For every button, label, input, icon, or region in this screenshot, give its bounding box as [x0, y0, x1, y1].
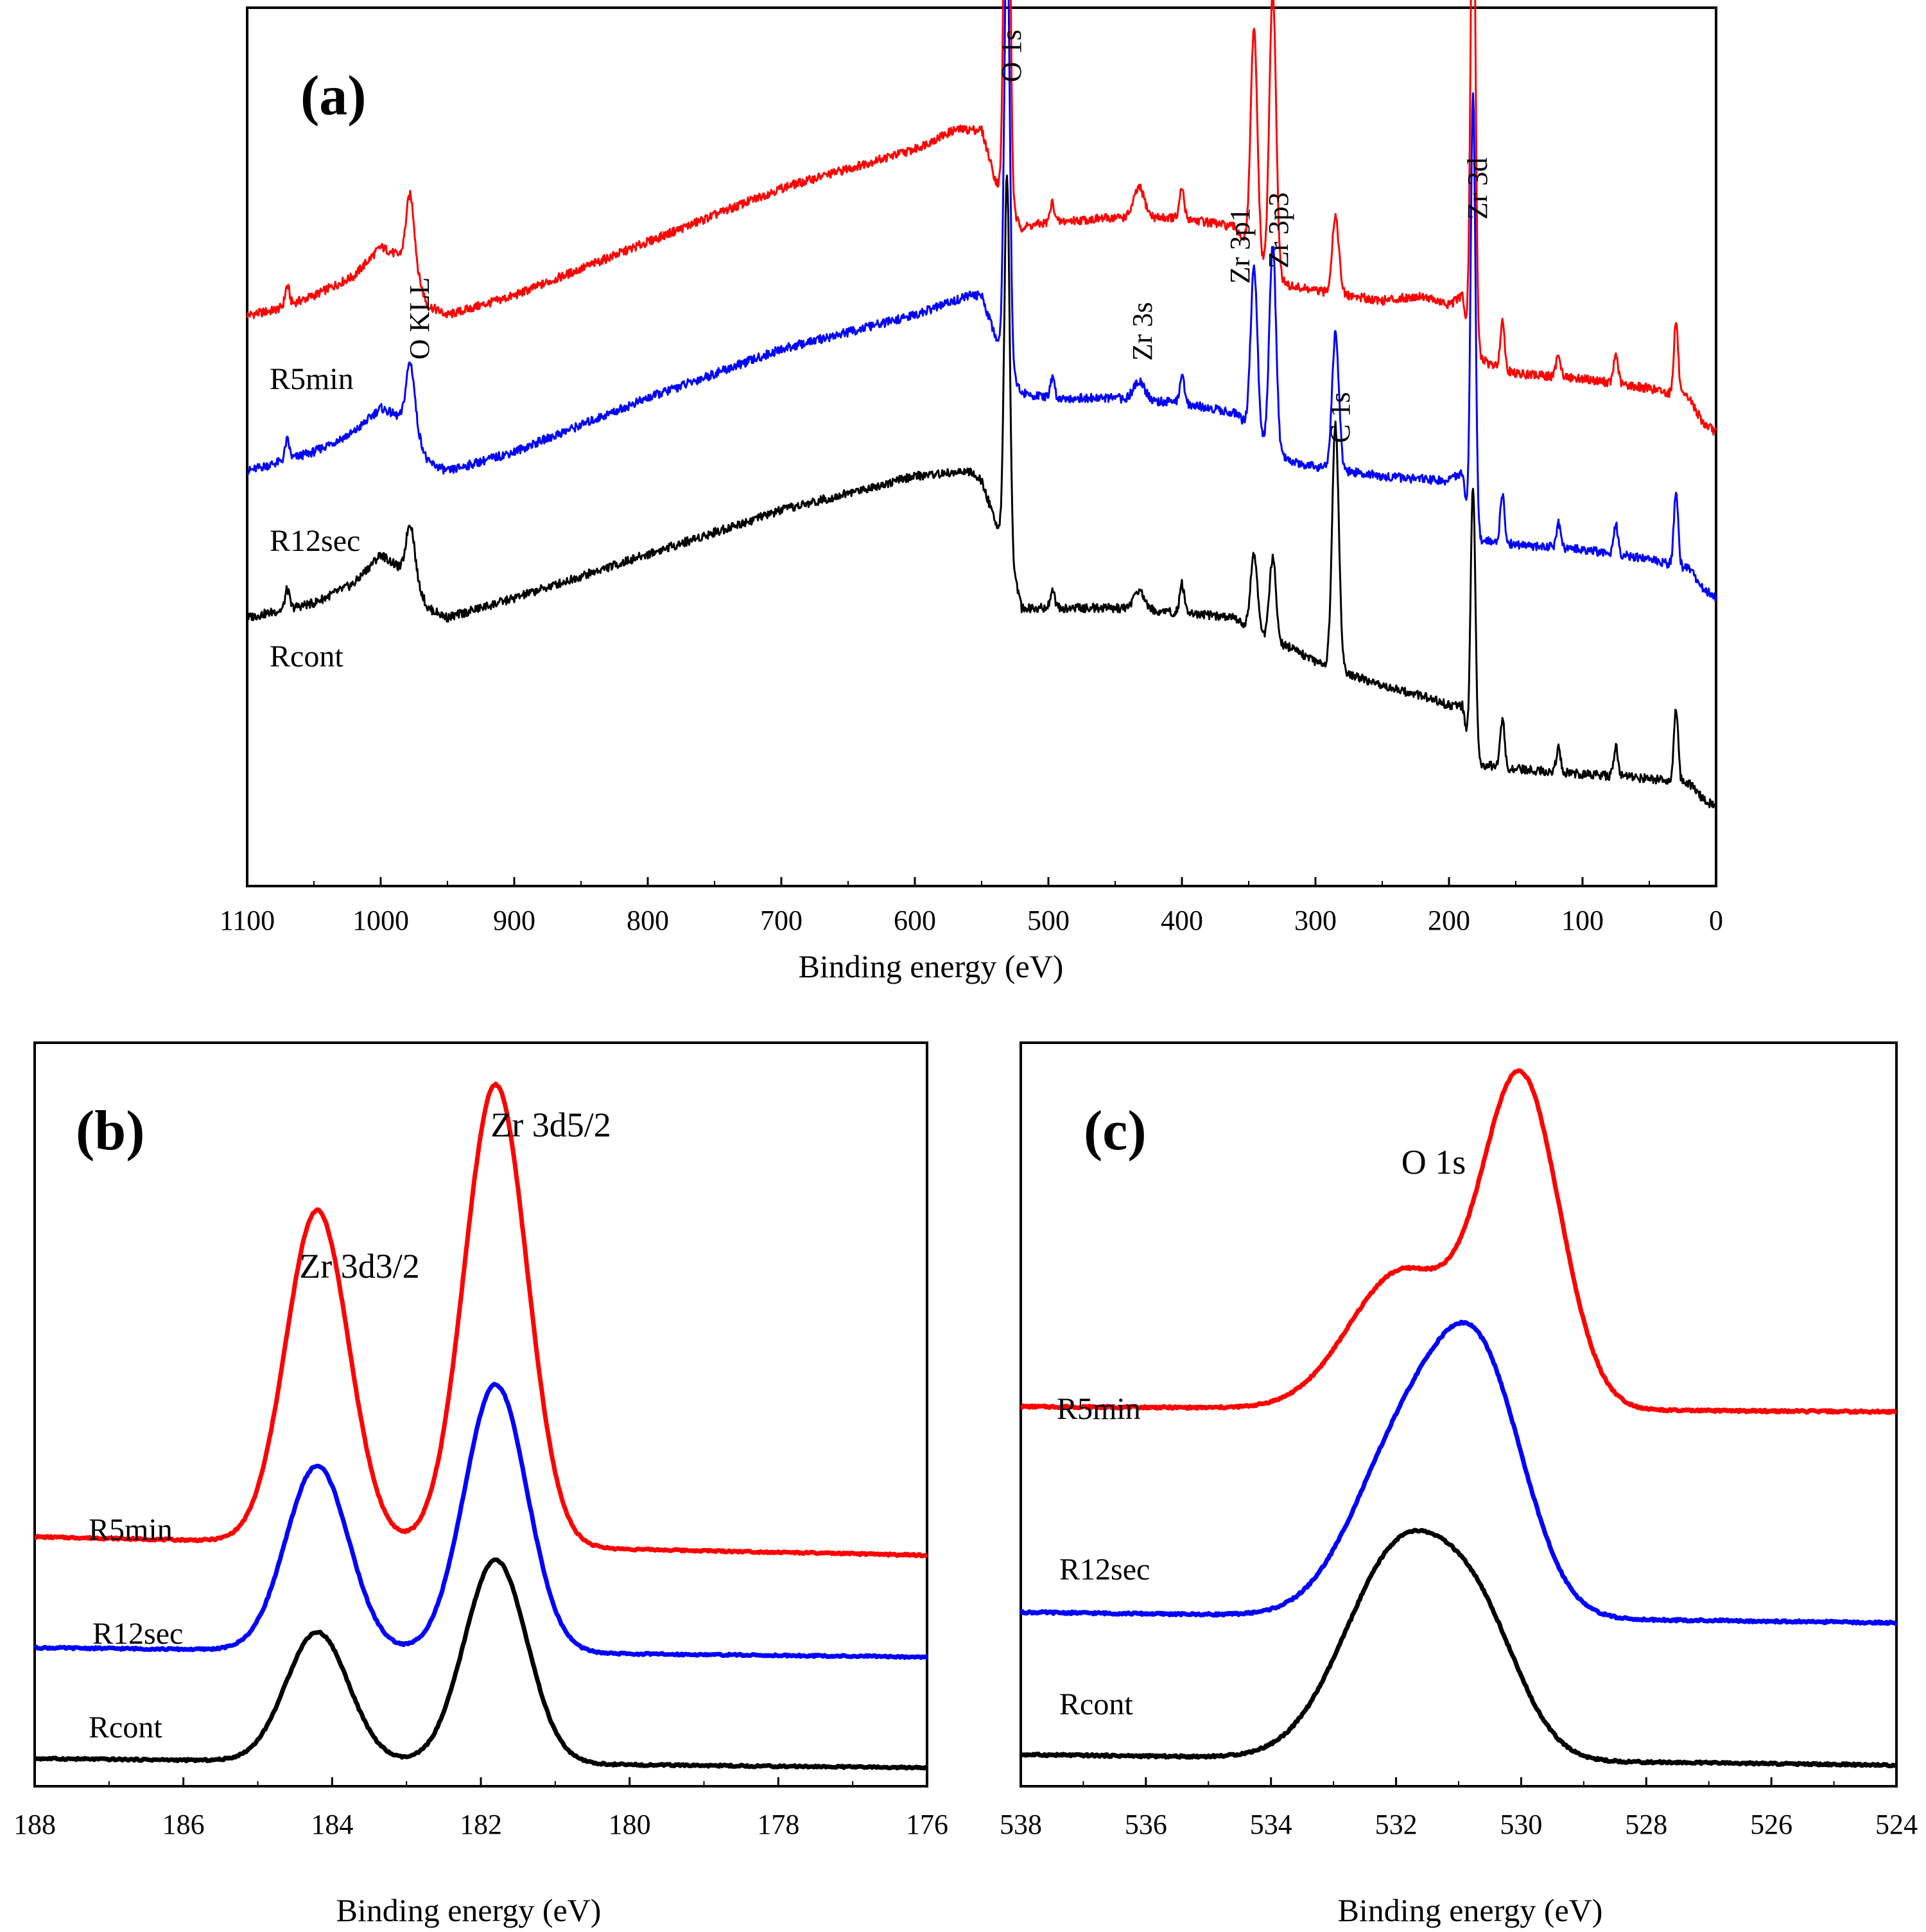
x-tick-label: 180 [609, 1809, 651, 1840]
panel-c-peak-label-o-1s: O 1s [1401, 1143, 1466, 1181]
series-line-r12sec [33, 1382, 928, 1660]
x-tick-label: 1100 [220, 905, 275, 936]
x-tick-label: 300 [1294, 905, 1337, 936]
x-tick-label: 800 [627, 905, 669, 936]
x-tick-label: 500 [1027, 905, 1070, 936]
panel-c-series-label-r12sec: R12sec [1059, 1553, 1150, 1587]
panel-c-x-ticks: 538 536 534 532 530 528 526 524 [1000, 1777, 1918, 1840]
x-tick-label: 100 [1561, 905, 1604, 936]
x-tick-label: 528 [1625, 1809, 1667, 1840]
panel-c-o-1s-spectrum: 538 536 534 532 530 528 526 524 (c) Binding ene… [1000, 1041, 1918, 1928]
x-tick-label: 526 [1750, 1809, 1792, 1840]
x-tick-label: 536 [1125, 1809, 1167, 1840]
panel-a-peak-label-zr-3p1: Zr 3p1 [1224, 207, 1256, 284]
panel-b-x-axis-label: Binding energy (eV) [336, 1892, 602, 1928]
x-tick-label: 532 [1375, 1809, 1418, 1840]
x-tick-label: 184 [311, 1809, 353, 1840]
panel-b-peak-label-zr-3d3-2: Zr 3d3/2 [299, 1247, 419, 1285]
x-tick-label: 176 [906, 1809, 948, 1840]
panel-c-x-axis-label: Binding energy (eV) [1338, 1892, 1603, 1928]
x-tick-label: 600 [894, 905, 936, 936]
panel-b-zr-3d-spectrum: 188 186 184 182 180 178 176 (b) Binding energy… [13, 1041, 948, 1928]
panel-a-series-label-r12sec: R12sec [270, 524, 360, 558]
panel-a-peak-label-c-1s: C 1s [1324, 392, 1356, 443]
panel-a-survey-spectrum: 1100 1000 900 800 700 600 500 400 300 200 100 0 (a)… [220, 0, 1723, 984]
panel-a-peak-label-zr-3d: Zr 3d [1462, 157, 1493, 220]
x-tick-label: 1000 [352, 905, 409, 936]
panel-b-peak-label-zr-3d5-2: Zr 3d5/2 [490, 1106, 611, 1144]
x-tick-label: 182 [460, 1809, 502, 1840]
panel-a-peak-label-zr-3s: Zr 3s [1127, 302, 1158, 361]
panel-b-series-lines [33, 1081, 928, 1771]
panel-b-x-ticks: 188 186 184 182 180 178 176 [13, 1777, 948, 1840]
series-line-r5min [1019, 1068, 1898, 1415]
panel-a-series-label-rcont: Rcont [270, 640, 343, 674]
series-line-r5min [33, 1081, 928, 1558]
x-tick-label: 0 [1709, 905, 1723, 936]
panel-a-plot-frame [246, 6, 1717, 887]
x-tick-label: 534 [1250, 1809, 1292, 1840]
x-tick-label: 178 [757, 1809, 799, 1840]
x-tick-label: 188 [13, 1809, 56, 1840]
panel-b-series-label-r5min: R5min [89, 1513, 173, 1547]
panel-a-peak-label-zr-3p3: Zr 3p3 [1263, 192, 1294, 268]
series-line-rcont [1019, 1527, 1898, 1768]
panel-c-series-label-rcont: Rcont [1059, 1687, 1133, 1721]
panel-a-peak-label-o-kll: O KLL [404, 277, 435, 360]
panel-a-series-lines [246, 0, 1717, 808]
x-tick-label: 200 [1428, 905, 1470, 936]
panel-c-series-lines [1019, 1068, 1898, 1768]
panel-b-series-label-r12sec: R12sec [92, 1617, 183, 1651]
series-line-r5min [246, 0, 1717, 436]
panel-a-label: (a) [300, 65, 367, 127]
panel-a-series-label-r5min: R5min [270, 362, 354, 396]
panel-c-label: (c) [1084, 1100, 1147, 1162]
x-tick-label: 400 [1161, 905, 1203, 936]
x-tick-label: 530 [1500, 1809, 1542, 1840]
panel-c-series-label-r5min: R5min [1057, 1392, 1141, 1426]
panel-a-x-ticks: 1100 1000 900 800 700 600 500 400 300 200 100 0 [220, 877, 1723, 936]
x-tick-label: 700 [760, 905, 802, 936]
panel-b-label: (b) [76, 1100, 145, 1162]
series-line-rcont [246, 175, 1717, 808]
series-line-r12sec [1019, 1319, 1898, 1626]
panel-a-x-axis-label: Binding energy (eV) [799, 948, 1064, 984]
panel-b-series-label-rcont: Rcont [89, 1710, 162, 1745]
series-line-r12sec [246, 0, 1717, 602]
x-tick-label: 524 [1875, 1809, 1918, 1840]
series-line-rcont [33, 1557, 928, 1771]
x-tick-label: 186 [162, 1809, 205, 1840]
x-tick-label: 538 [1000, 1809, 1042, 1840]
x-tick-label: 900 [493, 905, 535, 936]
panel-a-peak-label-o-1s: O 1s [996, 30, 1027, 82]
